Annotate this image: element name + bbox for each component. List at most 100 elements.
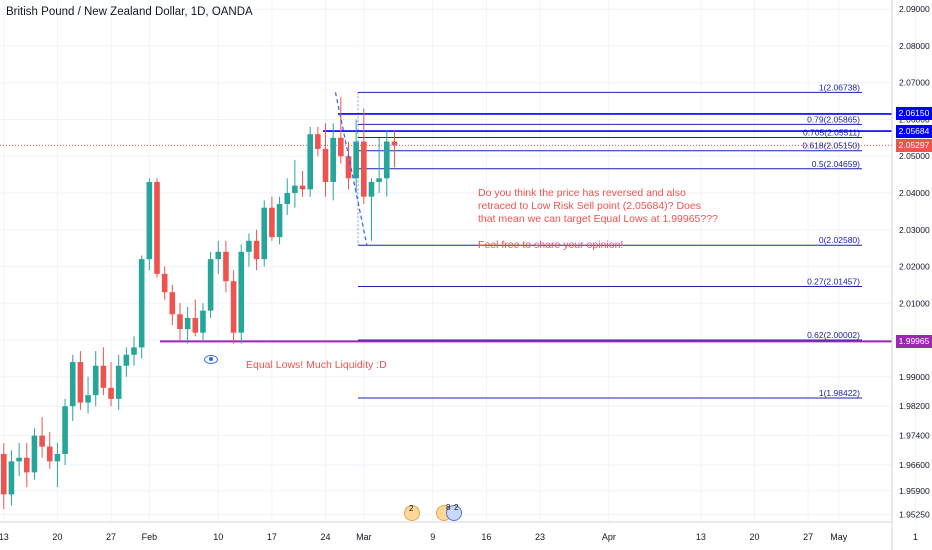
candle-body	[276, 204, 283, 238]
annotation-line-4	[478, 226, 718, 239]
x-tick-label: Feb	[142, 532, 158, 542]
fib-level-label: 0.62(2.00002)	[807, 330, 860, 340]
candle-body	[115, 365, 122, 399]
x-tick-label: 20	[749, 532, 759, 542]
candle-body	[100, 365, 107, 388]
candle-body	[69, 362, 76, 407]
event-count-a: 8	[446, 503, 451, 512]
candle-body	[330, 137, 336, 182]
candle-body	[1, 453, 7, 495]
x-tick-label: 24	[321, 532, 331, 542]
annotation-equal-lows: Equal Lows! Much Liquidity :D	[246, 359, 387, 371]
candle-body	[77, 362, 84, 403]
price-label: 2.05297	[896, 138, 932, 152]
y-tick-label: 1.95900	[899, 486, 930, 496]
x-tick-label: 13	[0, 532, 9, 542]
candle-body	[284, 192, 291, 205]
candle-body	[238, 251, 245, 333]
candle-body	[315, 134, 321, 149]
x-tick-label: 27	[803, 532, 813, 542]
candle-body	[31, 435, 38, 473]
annotation-line-2: retraced to Low Risk Sell point (2.05684…	[478, 200, 701, 212]
candle-body	[299, 185, 306, 190]
candle-body	[161, 273, 168, 293]
candle-body	[108, 387, 114, 399]
x-tick-label: Apr	[602, 532, 616, 542]
candle-body	[184, 317, 191, 330]
candles	[1, 97, 398, 510]
candle-body	[8, 461, 15, 495]
candle-body	[138, 259, 145, 348]
candle-body	[207, 259, 214, 311]
candle-body	[23, 457, 30, 473]
annotation-line-1: Do you think the price has reversed and …	[478, 187, 686, 199]
fib-level-label: 0.79(2.05865)	[807, 114, 860, 124]
candle-body	[215, 251, 222, 260]
candle-body	[92, 365, 99, 396]
price-label: 2.05684	[896, 124, 932, 138]
x-tick-label: 10	[213, 532, 223, 542]
fib-level-label: 1(2.06738)	[819, 82, 860, 92]
annotation-main: Do you think the price has reversed and …	[478, 187, 718, 252]
fib-level-label: 1(1.98422)	[819, 388, 860, 398]
x-tick-label: 16	[481, 532, 491, 542]
candle-body	[223, 251, 229, 282]
x-tick-label: Mar	[356, 532, 372, 542]
event-flag-group-icon[interactable]: 8 2	[436, 503, 466, 521]
candle-body	[368, 181, 375, 197]
candle-body	[123, 354, 130, 366]
candle-body	[384, 141, 390, 179]
x-tick-label: 9	[430, 532, 435, 542]
candle-body	[16, 457, 22, 462]
x-tick-label: 1	[913, 532, 918, 542]
candle-body	[376, 178, 382, 182]
candle-body	[230, 281, 237, 333]
candle-body	[246, 240, 252, 252]
candle-body	[361, 141, 367, 197]
y-tick-label: 2.07000	[899, 78, 930, 88]
candle-body	[200, 310, 206, 333]
price-label: 1.99965	[896, 334, 932, 348]
y-tick-label: 2.02000	[899, 262, 930, 272]
y-tick-label: 1.96600	[899, 460, 930, 470]
candle-body	[169, 292, 176, 315]
y-tick-label: 1.95250	[899, 510, 930, 520]
chart-title: British Pound / New Zealand Dollar, 1D, …	[6, 6, 253, 18]
x-tick-label: 23	[535, 532, 545, 542]
candle-body	[177, 314, 183, 330]
candle-body	[261, 207, 268, 260]
candle-body	[54, 453, 61, 462]
annotation-line-3: that mean we can target Equal Lows at 1.…	[478, 213, 718, 225]
candle-body	[146, 181, 153, 260]
x-tick-label: 20	[52, 532, 62, 542]
grid	[0, 0, 916, 522]
price-label: 2.06150	[896, 107, 932, 121]
y-tick-label: 2.03000	[899, 225, 930, 235]
x-tick-label: 13	[696, 532, 706, 542]
candle-body	[307, 134, 313, 190]
y-tick-label: 2.04000	[899, 188, 930, 198]
candle-body	[353, 141, 359, 179]
eye-icon[interactable]	[204, 355, 218, 364]
y-tick-label: 2.05000	[899, 151, 930, 161]
candle-body	[292, 185, 298, 193]
x-tick-label: 27	[106, 532, 116, 542]
candle-body	[253, 240, 260, 260]
candle-body	[154, 181, 160, 274]
y-tick-label: 2.09000	[899, 4, 930, 14]
fib-level-label: 0(2.02580)	[819, 235, 860, 245]
candle-body	[322, 148, 329, 182]
candle-body	[391, 141, 398, 146]
candle-body	[85, 395, 91, 403]
candle-body	[131, 347, 137, 355]
x-tick-label: 17	[267, 532, 277, 542]
candle-body	[338, 137, 344, 157]
drawing-overlay	[334, 92, 368, 246]
candle-body	[192, 317, 199, 333]
event-flag-icon[interactable]: 2	[404, 504, 420, 521]
event-flag-nz-icon	[446, 505, 462, 521]
candle-body	[345, 156, 352, 179]
y-tick-label: 2.01000	[899, 298, 930, 308]
